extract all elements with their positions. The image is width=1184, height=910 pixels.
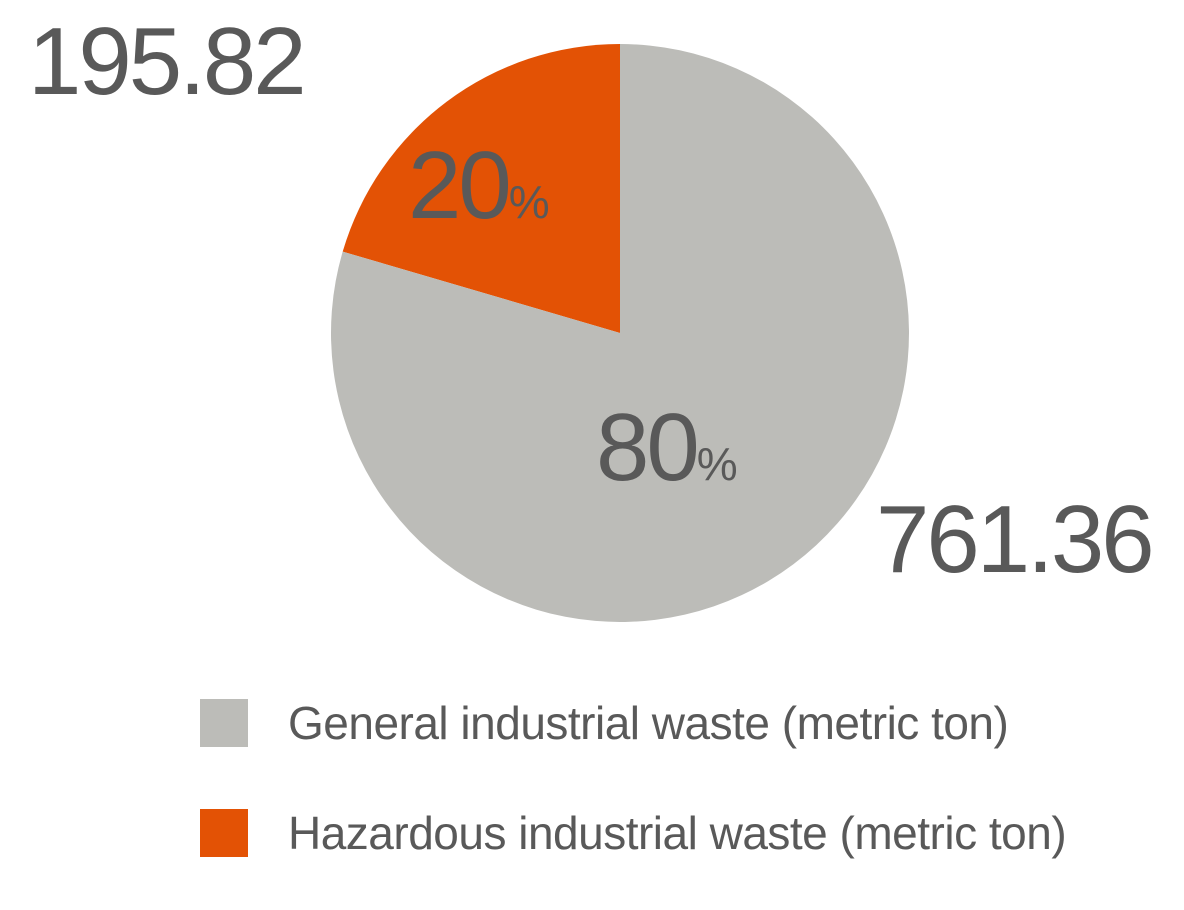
- legend-swatch-hazardous: [200, 809, 248, 857]
- general-percent-number: 80: [596, 394, 700, 501]
- hazardous-percent-number: 20: [408, 132, 512, 239]
- legend: General industrial waste (metric ton) Ha…: [200, 690, 1067, 910]
- legend-item-hazardous: Hazardous industrial waste (metric ton): [200, 800, 1067, 866]
- pie-slice-hazardous: [342, 44, 620, 333]
- general-percent-label: 80%: [596, 400, 738, 496]
- legend-label-hazardous: Hazardous industrial waste (metric ton): [288, 807, 1067, 859]
- legend-swatch-general: [200, 699, 248, 747]
- general-percent-sign: %: [696, 438, 738, 490]
- general-value-label: 761.36: [876, 486, 1155, 593]
- legend-item-general: General industrial waste (metric ton): [200, 690, 1066, 756]
- legend-label-general: General industrial waste (metric ton): [288, 697, 1009, 749]
- pie-chart: 195.82 761.36 20% 80% General industrial…: [28, 8, 1155, 860]
- hazardous-value-label: 195.82: [28, 8, 307, 115]
- hazardous-percent-label: 20%: [408, 138, 550, 234]
- pie-plot-area: [331, 44, 909, 622]
- hazardous-percent-sign: %: [508, 176, 550, 228]
- pie-slice-general: [331, 44, 909, 622]
